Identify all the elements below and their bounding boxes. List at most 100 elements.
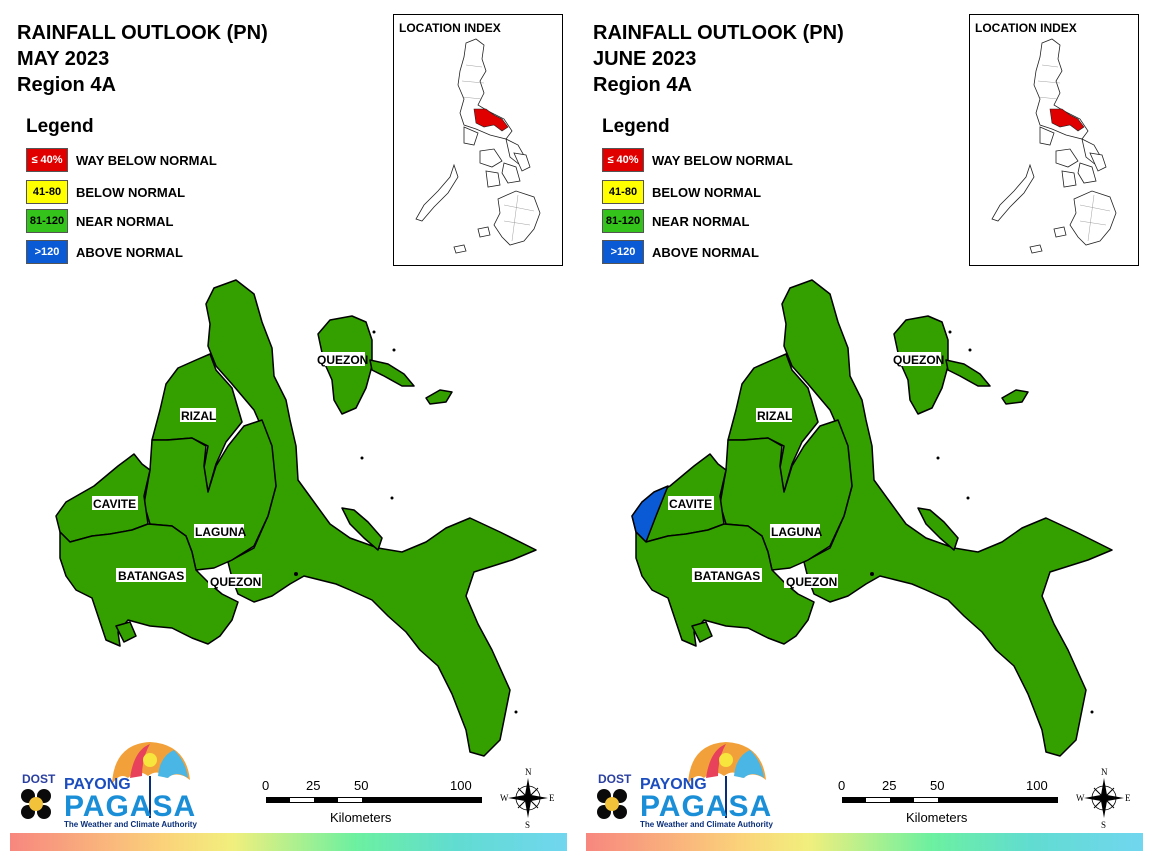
umbrella-logo-graphic <box>21 742 190 819</box>
title-line-region: Region 4A <box>17 74 116 96</box>
legend-swatch-above: >120 <box>602 240 644 264</box>
outlook-panel-june: RAINFALL OUTLOOK (PN) JUNE 2023 Region 4… <box>576 0 1152 864</box>
label-rizal: RIZAL <box>757 409 792 423</box>
legend-swatch-near: 81-120 <box>602 209 644 233</box>
scale-bar-graphic <box>266 797 482 803</box>
legend-row-way-below: ≤ 40% WAY BELOW NORMAL <box>26 148 217 177</box>
payong-pagasa-logo: DOST PAYONG PAGASA The Weather and Clima… <box>18 740 198 832</box>
philippines-index-map <box>991 38 1117 254</box>
location-index-inset: LOCATION INDEX <box>393 14 563 266</box>
label-cavite: CAVITE <box>669 497 712 511</box>
scale-tick-0: 0 <box>262 778 270 793</box>
legend-swatch-way-below: ≤ 40% <box>26 148 68 172</box>
province-quezon <box>205 279 537 757</box>
scale-tick-50: 50 <box>354 778 369 793</box>
title-line-month: JUNE 2023 <box>593 48 697 70</box>
legend-label-above: ABOVE NORMAL <box>652 245 759 260</box>
legend-label-near: NEAR NORMAL <box>652 214 750 229</box>
region-4a-highlight <box>1049 108 1085 132</box>
province-quezon <box>781 279 1113 757</box>
legend-row-above: >120 ABOVE NORMAL <box>26 240 183 269</box>
location-index-title: LOCATION INDEX <box>975 21 1077 35</box>
island-strip-east <box>369 359 415 387</box>
title-line-month: MAY 2023 <box>17 48 110 70</box>
compass-w: W <box>500 793 509 803</box>
legend-label-below: BELOW NORMAL <box>76 185 186 200</box>
location-index-inset: LOCATION INDEX <box>969 14 1139 266</box>
scale-tick-100: 100 <box>1026 778 1048 793</box>
legend: Legend ≤ 40% WAY BELOW NORMAL 41-80 BELO… <box>602 116 793 269</box>
legend-row-near: 81-120 NEAR NORMAL <box>602 209 750 238</box>
region-4a-map: QUEZON RIZAL CAVITE LAGUNA BATANGAS QUEZ… <box>631 279 1113 757</box>
legend-swatch-way-below: ≤ 40% <box>602 148 644 172</box>
scale-bar: 0 25 50 100 Kilometers <box>262 778 482 828</box>
logo-dost: DOST <box>22 772 56 786</box>
panel-title: RAINFALL OUTLOOK (PN) JUNE 2023 Region 4… <box>593 20 844 98</box>
label-quezon-south: QUEZON <box>786 575 837 589</box>
legend-label-way-below: WAY BELOW NORMAL <box>652 153 793 168</box>
outlook-panel-may: RAINFALL OUTLOOK (PN) MAY 2023 Region 4A… <box>10 14 567 851</box>
footer-gradient-bar <box>10 833 567 851</box>
compass-n: N <box>1101 767 1108 777</box>
legend: Legend ≤ 40% WAY BELOW NORMAL 41-80 BELO… <box>26 116 217 269</box>
label-quezon-north: QUEZON <box>893 353 944 367</box>
label-laguna: LAGUNA <box>771 525 823 539</box>
logo-pagasa: PAGASA <box>640 790 773 823</box>
scale-tick-50: 50 <box>930 778 945 793</box>
legend-swatch-near: 81-120 <box>26 209 68 233</box>
scale-bar: 0 25 50 100 Kilometers <box>838 778 1058 828</box>
island-batangas-south <box>115 621 137 643</box>
legend-row-above: >120 ABOVE NORMAL <box>602 240 759 269</box>
legend-title: Legend <box>602 116 670 137</box>
title-line-region: Region 4A <box>593 74 692 96</box>
scale-tick-25: 25 <box>882 778 897 793</box>
region-4a-highlight <box>473 108 509 132</box>
scale-tick-0: 0 <box>838 778 846 793</box>
legend-row-below: 41-80 BELOW NORMAL <box>602 180 761 209</box>
compass-e: E <box>549 793 555 803</box>
title-line-1: RAINFALL OUTLOOK (PN) <box>17 22 268 44</box>
province-labels: QUEZON RIZAL CAVITE LAGUNA BATANGAS QUEZ… <box>92 352 368 589</box>
scale-tick-100: 100 <box>450 778 472 793</box>
legend-label-near: NEAR NORMAL <box>76 214 174 229</box>
north-arrow: N S W E <box>500 766 556 830</box>
label-batangas: BATANGAS <box>118 569 184 583</box>
legend-swatch-above: >120 <box>26 240 68 264</box>
legend-row-below: 41-80 BELOW NORMAL <box>26 180 185 209</box>
island-alabat <box>917 507 959 551</box>
umbrella-logo-graphic <box>597 742 766 819</box>
compass-rose-icon: N S W E <box>500 767 555 830</box>
logo-dost: DOST <box>598 772 632 786</box>
label-quezon-north: QUEZON <box>317 353 368 367</box>
province-batangas <box>635 523 815 647</box>
legend-row-way-below: ≤ 40% WAY BELOW NORMAL <box>602 148 793 177</box>
scale-unit: Kilometers <box>906 810 968 825</box>
compass-w: W <box>1076 793 1085 803</box>
island-batangas-south <box>691 621 713 643</box>
logo-tagline: The Weather and Climate Authority <box>640 820 773 829</box>
philippines-index-map <box>415 38 541 254</box>
title-line-1: RAINFALL OUTLOOK (PN) <box>593 22 844 44</box>
compass-s: S <box>525 820 530 830</box>
logo-payong: PAYONG <box>640 776 707 793</box>
location-index-title: LOCATION INDEX <box>399 21 501 35</box>
label-quezon-south: QUEZON <box>210 575 261 589</box>
label-batangas: BATANGAS <box>694 569 760 583</box>
legend-title: Legend <box>26 116 94 137</box>
logo-payong: PAYONG <box>64 776 131 793</box>
scale-tick-25: 25 <box>306 778 321 793</box>
footer-gradient-bar <box>586 833 1143 851</box>
island-islet-east <box>1001 389 1029 405</box>
payong-pagasa-logo: DOST PAYONG PAGASA The Weather and Clima… <box>594 740 774 832</box>
island-islet-east <box>425 389 453 405</box>
island-strip-east <box>945 359 991 387</box>
legend-swatch-below: 41-80 <box>26 180 68 204</box>
logo-tagline: The Weather and Climate Authority <box>64 820 197 829</box>
province-batangas <box>59 523 239 647</box>
compass-n: N <box>525 767 532 777</box>
legend-label-below: BELOW NORMAL <box>652 185 762 200</box>
legend-swatch-below: 41-80 <box>602 180 644 204</box>
label-laguna: LAGUNA <box>195 525 247 539</box>
island-alabat <box>341 507 383 551</box>
compass-s: S <box>1101 820 1106 830</box>
